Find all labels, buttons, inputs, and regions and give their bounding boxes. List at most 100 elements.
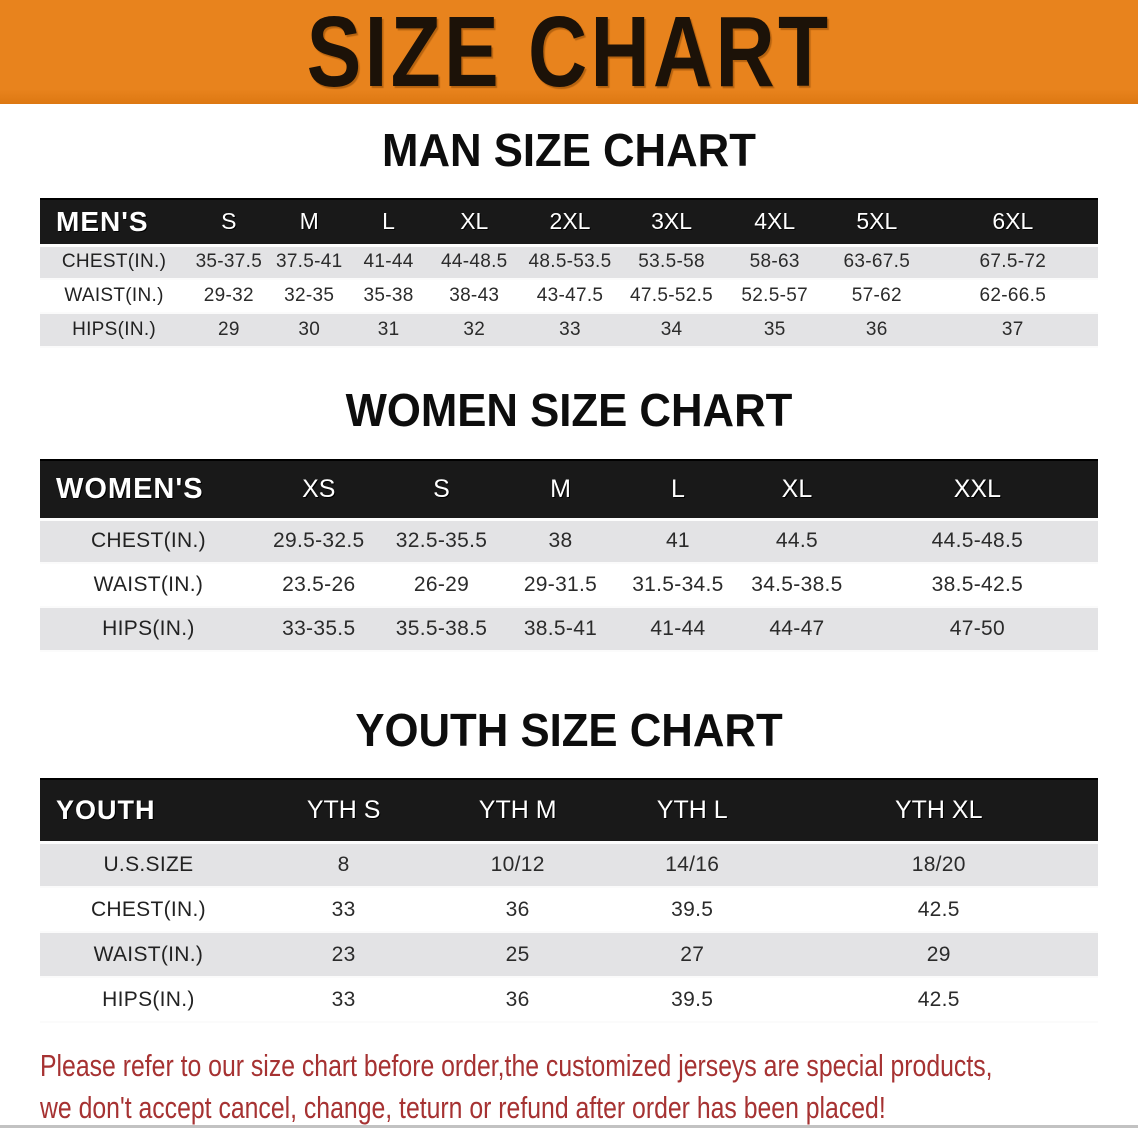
measurement-value: 58-63 <box>749 251 800 273</box>
measurement-value: 42.5 <box>917 897 960 921</box>
measurement-value: 36 <box>505 897 530 921</box>
measurement-value: 35-38 <box>363 285 414 306</box>
measurement-value: 18/20 <box>911 852 966 876</box>
measurement-value: 53.5-58 <box>638 251 705 273</box>
measurement-row: HIPS(IN.) 33-35.5 35.5-38.5 38.5-41 41-44 44-… <box>40 607 1098 651</box>
measurement-label: CHEST(IN.) <box>90 897 206 921</box>
disclaimer-line-2: we don't accept cancel, change, teturn o… <box>40 1090 886 1125</box>
size-column-header: 4XL <box>723 198 827 247</box>
measurement-value: 42.5 <box>917 987 960 1011</box>
measurement-row: CHEST(IN.) 33 36 39.5 42.5 <box>40 887 1098 932</box>
measurement-value: 35.5-38.5 <box>395 617 488 640</box>
size-column-header: YTH S <box>256 778 431 844</box>
measurement-value: 33-35.5 <box>282 617 356 640</box>
measurement-value: 34.5-38.5 <box>751 573 843 596</box>
size-charts-container: MAN SIZE CHART MEN'S S M L XL 2XL 3XL 4XL 5XL 6XL… <box>0 126 1138 1129</box>
size-column-header: YTH XL <box>779 778 1098 844</box>
women-size-table: WOMEN'S XS S M L XL XXL CHEST(IN.) 29.5-32.5 32.5… <box>40 459 1098 652</box>
measurement-value: 35-37.5 <box>195 251 263 273</box>
measurement-value: 52.5-57 <box>741 285 808 306</box>
size-column-header: M <box>502 459 619 521</box>
measurement-value: 33 <box>331 987 356 1011</box>
measurement-row: U.S.SIZE 8 10/12 14/16 18/20 <box>40 842 1098 887</box>
size-column-header: YTH M <box>430 778 605 844</box>
measurement-value: 38-43 <box>449 285 500 306</box>
measurement-value: 36 <box>865 319 888 340</box>
measurement-value: 38 <box>548 529 573 553</box>
size-column-header: XL <box>428 198 521 247</box>
measurement-value: 25 <box>505 942 530 966</box>
bottom-divider <box>0 1125 1138 1128</box>
measurement-value: 32.5-35.5 <box>395 529 488 553</box>
measurement-value: 31.5-34.5 <box>632 573 724 596</box>
measurement-label: WAIST(IN.) <box>64 285 164 306</box>
size-column-header: L <box>618 459 738 521</box>
measurement-value: 37 <box>1001 319 1024 340</box>
measurement-value: 33 <box>331 897 356 921</box>
table-group-label: WOMEN'S <box>40 459 257 521</box>
measurement-value: 32-35 <box>284 285 335 306</box>
youth-section-title: YOUTH SIZE CHART <box>355 704 783 756</box>
measurement-value: 37.5-41 <box>275 251 343 273</box>
measurement-value: 38.5-41 <box>523 617 598 640</box>
measurement-label: HIPS(IN.) <box>102 987 195 1011</box>
measurement-row: HIPS(IN.) 33 36 39.5 42.5 <box>40 977 1098 1022</box>
measurement-label: WAIST(IN.) <box>93 573 204 596</box>
youth-size-table: YOUTH YTH S YTH M YTH L YTH XL U.S.SIZE 8 10/12… <box>40 778 1098 1023</box>
table-group-label: YOUTH <box>40 778 257 844</box>
measurement-row: WAIST(IN.) 29-32 32-35 35-38 38-43 43-47.5 47.… <box>40 279 1098 313</box>
measurement-value: 48.5-53.5 <box>528 251 612 273</box>
size-column-header: S <box>380 459 503 521</box>
size-column-header: YTH L <box>604 778 780 844</box>
size-chart-banner: SIZE CHART <box>0 0 1138 104</box>
measurement-label: CHEST(IN.) <box>61 251 167 273</box>
men-section-title: MAN SIZE CHART <box>382 124 756 176</box>
measurement-value: 29.5-32.5 <box>273 529 365 553</box>
women-section-title: WOMEN SIZE CHART <box>345 384 793 436</box>
measurement-value: 43-47.5 <box>536 285 604 306</box>
measurement-value: 41-44 <box>650 617 706 640</box>
measurement-value: 44-48.5 <box>440 251 508 273</box>
measurement-value: 30 <box>298 319 321 340</box>
measurement-value: 57-62 <box>851 285 902 306</box>
size-column-header: XL <box>737 459 857 521</box>
size-column-header: L <box>348 198 429 247</box>
measurement-value: 47-50 <box>949 617 1005 640</box>
measurement-value: 23.5-26 <box>282 573 356 596</box>
measurement-value: 34 <box>660 319 683 340</box>
women-size-section: WOMEN SIZE CHART WOMEN'S XS S M L XL XXL CHEST(… <box>0 386 1138 652</box>
measurement-value: 27 <box>680 942 705 966</box>
measurement-value: 41 <box>665 529 690 553</box>
measurement-value: 36 <box>505 987 530 1011</box>
measurement-value: 23 <box>331 942 356 966</box>
measurement-value: 29-31.5 <box>523 573 598 596</box>
measurement-value: 44.5-48.5 <box>931 529 1024 553</box>
measurement-value: 29-32 <box>203 285 254 306</box>
size-column-header: 2XL <box>520 198 620 247</box>
measurement-value: 29 <box>217 319 240 340</box>
measurement-value: 29 <box>926 942 951 966</box>
measurement-row: HIPS(IN.) 29 30 31 32 33 34 35 36 37 <box>40 313 1098 347</box>
youth-size-section: YOUTH SIZE CHART YOUTH YTH S YTH M YTH L YTH… <box>0 706 1138 1023</box>
measurement-value: 44-47 <box>769 617 825 640</box>
measurement-value: 26-29 <box>413 573 470 596</box>
size-column-header: 6XL <box>927 198 1098 247</box>
size-column-header: M <box>269 198 349 247</box>
measurement-value: 41-44 <box>363 251 414 273</box>
measurement-value: 67.5-72 <box>979 251 1047 273</box>
size-column-header: XS <box>256 459 381 521</box>
disclaimer-line-1: Please refer to our size chart before or… <box>40 1048 993 1083</box>
measurement-value: 35 <box>763 319 786 340</box>
measurement-row: CHEST(IN.) 29.5-32.5 32.5-35.5 38 41 44.5 44.5… <box>40 519 1098 563</box>
measurement-label: CHEST(IN.) <box>90 529 206 553</box>
measurement-value: 47.5-52.5 <box>630 285 714 306</box>
measurement-value: 8 <box>337 852 350 876</box>
table-group-label: MEN'S <box>40 198 189 247</box>
measurement-label: HIPS(IN.) <box>72 319 157 340</box>
measurement-value: 39.5 <box>671 897 714 921</box>
measurement-value: 33 <box>559 319 581 340</box>
measurement-label: HIPS(IN.) <box>102 617 195 640</box>
size-table-header-row: WOMEN'S XS S M L XL XXL <box>40 459 1098 521</box>
measurement-value: 14/16 <box>665 852 720 876</box>
measurement-row: WAIST(IN.) 23 25 27 29 <box>40 932 1098 977</box>
